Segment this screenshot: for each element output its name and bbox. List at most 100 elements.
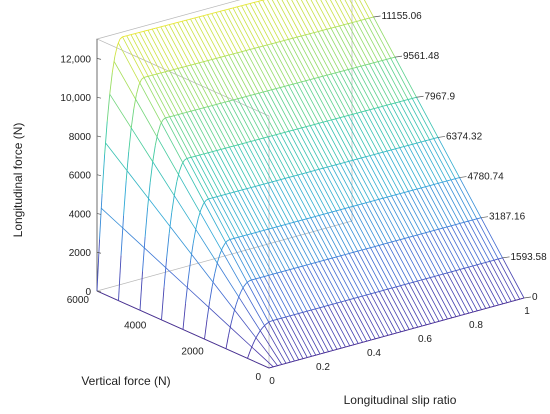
mesh-line-load [312,262,316,264]
mesh-line-load [253,139,256,142]
mesh-line-slip [267,182,290,224]
mesh-line-load [420,141,423,143]
mesh-line-slip [416,142,439,184]
mesh-line-load [197,154,200,157]
level-leader [394,55,403,58]
mesh-line-load [375,107,379,109]
mesh-line-load [393,102,397,104]
mesh-line-slip [327,305,351,347]
mesh-line-slip [292,83,315,125]
mesh-line-load [393,332,397,335]
mesh-line-slip [339,0,353,23]
mesh-line-slip [318,169,341,210]
mesh-line-load [422,140,426,142]
mesh-line-slip [323,260,346,301]
mesh-line-load [365,201,368,204]
mesh-line-load [268,228,271,230]
mesh-line-slip [425,278,448,320]
mesh-line-load [264,90,268,93]
mesh-line-load [324,120,328,123]
mesh-line-slip [291,0,311,34]
mesh-line-slip [306,264,329,306]
mesh-line-load [362,110,366,112]
mesh-line-slip [228,54,251,96]
mesh-line-load [229,99,232,102]
x-axis-label: Longitudinal slip ratio [344,393,457,407]
mesh-line-slip [374,246,397,288]
mesh-line-load [332,349,336,351]
mesh-line-slip [399,239,423,281]
mesh-line-load [379,290,383,292]
mesh-line-load [427,139,431,141]
mesh-line-load [388,333,392,336]
z-axis-label: Longitudinal force (N) [11,123,25,238]
mesh-line-slip [306,218,329,260]
mesh-line-slip [212,151,235,193]
mesh-line-load [304,126,307,128]
mesh-line-slip [185,20,209,61]
mesh-line-slip [207,14,230,56]
mesh-line-slip [353,252,376,293]
mesh-line-slip [173,195,197,230]
mesh-line-load [463,221,466,223]
mesh-line-slip [275,134,299,176]
mesh-line-load [397,285,401,287]
mesh-line-load [270,320,274,322]
mesh-line-load [166,70,170,72]
mesh-line-load [235,144,239,146]
mesh-line-slip [262,0,285,41]
mesh-line-load [503,302,507,305]
mesh-line-slip [326,29,349,70]
mesh-line-slip [403,100,426,142]
mesh-line-slip [267,136,290,178]
mesh-line-load [297,173,301,176]
mesh-line-load [359,203,363,205]
mesh-line-load [324,351,328,354]
mesh-line-load [291,37,295,39]
z-tick-mark [96,213,102,215]
mesh-line-load [354,297,358,299]
mesh-line-slip [147,30,170,71]
mesh-line-load [382,289,386,291]
mesh-line-slip [331,211,354,253]
mesh-line-load [338,255,341,257]
mesh-line-slip [232,7,255,49]
mesh-line-load [221,243,226,249]
mesh-line-slip [297,174,320,216]
mesh-line-slip [394,102,418,144]
mesh-line-slip [356,67,379,108]
mesh-line-load [296,36,300,38]
mesh-line-load [208,197,212,200]
mesh-line-slip [407,145,431,186]
mesh-line-load [385,288,388,291]
mesh-line-load [204,319,208,340]
mesh-line-slip [407,99,430,140]
mesh-line-load [162,117,166,121]
mesh-line-load [289,175,293,178]
mesh-line-slip [160,122,184,163]
mesh-line-slip [429,185,452,226]
mesh-line-load [424,324,428,326]
mesh-line-load [192,229,197,244]
mesh-line-load [392,286,396,289]
mesh-line-load [201,15,205,17]
mesh-line-load [149,161,154,183]
mesh-line-load [295,174,298,177]
mesh-line-slip [220,103,243,144]
mesh-line-slip [264,325,287,364]
mesh-line-slip [160,26,183,68]
mesh-line-load [273,365,277,368]
mesh-line-slip [194,17,217,59]
mesh-line-slip [288,39,311,80]
mesh-line-load [286,361,290,364]
mesh-line-slip [480,217,503,259]
mesh-line-slip [203,202,227,243]
y-tick-label: 6000 [67,295,90,306]
mesh-line-load [410,189,414,192]
mesh-line-load [241,188,245,191]
mesh-line-load [185,280,189,304]
mesh-line-load [444,180,447,183]
mesh-line-load [414,142,418,145]
mesh-line-load [352,205,356,207]
mesh-line-load [358,19,361,22]
